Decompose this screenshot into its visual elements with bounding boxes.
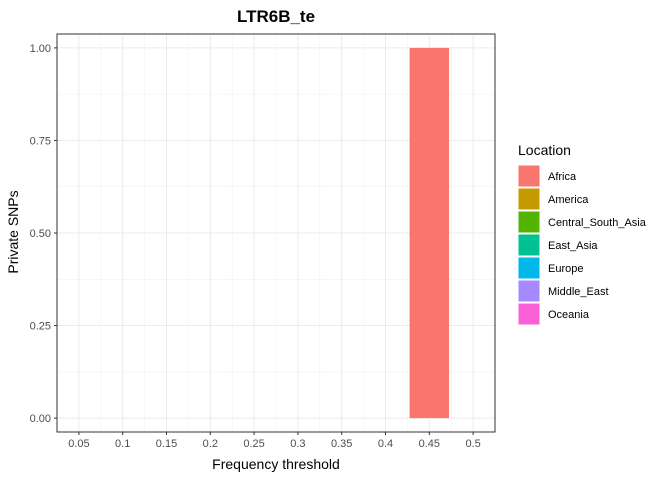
x-tick-label: 0.4 — [378, 438, 393, 450]
legend-title: Location — [518, 142, 571, 158]
legend-label-middle_east: Middle_East — [548, 286, 609, 298]
y-axis-title: Private SNPs — [5, 190, 21, 273]
chart-title: LTR6B_te — [237, 7, 315, 26]
x-tick-label: 0.2 — [203, 438, 218, 450]
bar-africa — [409, 47, 450, 419]
x-tick-label: 0.3 — [290, 438, 305, 450]
y-tick-label: 0.50 — [30, 228, 51, 240]
x-tick-label: 0.15 — [156, 438, 177, 450]
legend-label-america: America — [548, 194, 589, 206]
x-tick-label: 0.35 — [331, 438, 352, 450]
bars — [409, 47, 450, 419]
x-tick-label: 0.5 — [465, 438, 480, 450]
legend-key-central_south_asia — [517, 210, 541, 234]
legend-key-america — [517, 187, 541, 211]
x-tick-label: 0.25 — [243, 438, 264, 450]
x-tick-label: 0.45 — [419, 438, 440, 450]
legend-label-central_south_asia: Central_South_Asia — [548, 217, 647, 229]
legend-label-africa: Africa — [548, 171, 577, 183]
legend-key-africa — [517, 164, 541, 188]
legend-label-europe: Europe — [548, 263, 583, 275]
legend: Location Africa America Central_South_Asia… — [517, 142, 647, 326]
x-tick-label: 0.1 — [115, 438, 130, 450]
y-tick-label: 0.25 — [30, 321, 51, 333]
y-axis-ticks: 0.00 0.25 0.50 0.75 1.00 — [30, 43, 57, 425]
legend-label-oceania: Oceania — [548, 309, 590, 321]
legend-key-east_asia — [517, 233, 541, 257]
legend-key-oceania — [517, 302, 541, 326]
legend-key-middle_east — [517, 279, 541, 303]
y-tick-label: 1.00 — [30, 43, 51, 55]
legend-label-east_asia: East_Asia — [548, 240, 598, 252]
x-tick-label: 0.05 — [68, 438, 89, 450]
y-tick-label: 0.00 — [30, 413, 51, 425]
x-axis-title: Frequency threshold — [212, 456, 340, 472]
x-axis-ticks: 0.05 0.1 0.15 0.2 0.25 0.3 0.35 0.4 0.45 0.5 — [68, 432, 481, 450]
y-tick-label: 0.75 — [30, 135, 51, 147]
legend-key-europe — [517, 256, 541, 280]
